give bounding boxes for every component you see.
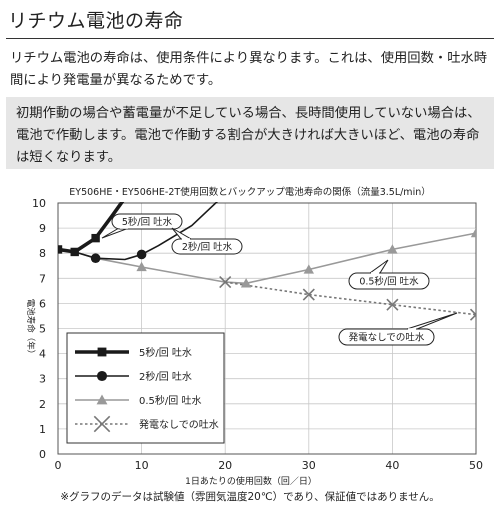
legend-marker-2 (96, 394, 108, 405)
y-tick-label: 0 (39, 448, 46, 461)
chart-title: EY506HE・EY506HE-2T使用回数とバックアップ電池寿命の関係（流量3… (69, 187, 431, 198)
y-tick-label: 3 (39, 373, 46, 386)
series-marker-2 (387, 244, 398, 254)
y-tick-label: 5 (39, 323, 46, 336)
series-marker-1 (136, 249, 147, 260)
legend-marker-3 (93, 415, 111, 433)
callout-bubble (111, 213, 183, 230)
y-tick-label: 1 (39, 423, 46, 436)
title-divider (6, 38, 494, 39)
x-tick-label: 50 (469, 459, 483, 472)
callout-label: 発電なしでの吐水 (349, 332, 425, 344)
description-text: リチウム電池の寿命は、使用条件により異なります。これは、使用回数・吐水時間により… (10, 51, 488, 88)
x-tick-label: 20 (218, 459, 232, 472)
legend-marker-0 (97, 347, 107, 357)
y-tick-label: 8 (39, 247, 46, 260)
y-tick-label: 4 (39, 348, 46, 361)
y-tick-label: 6 (39, 297, 46, 310)
series-marker-3 (386, 298, 399, 311)
callout-0: 5秒/回 吐水 (101, 213, 183, 239)
callout-pointer (368, 259, 389, 274)
series-marker-0 (70, 247, 79, 257)
legend-label-1: 2秒/回 吐水 (139, 370, 192, 383)
y-tick-label: 9 (39, 222, 46, 235)
x-tick-label: 0 (55, 459, 62, 472)
x-tick-label: 30 (302, 459, 316, 472)
series-marker-0 (91, 233, 100, 243)
series-marker-2 (136, 261, 147, 272)
x-axis-label: 1日あたりの使用回数（回／日） (185, 475, 317, 487)
x-tick-label: 40 (385, 459, 399, 472)
series-marker-3 (219, 275, 232, 289)
legend-marker-1 (96, 370, 108, 382)
series-marker-1 (90, 253, 101, 264)
callout-bubble (338, 328, 435, 346)
callout-2: 0.5秒/回 吐水 (348, 259, 430, 290)
series-marker-0 (58, 245, 63, 254)
series-marker-3 (469, 308, 476, 321)
series-marker-2 (240, 278, 252, 288)
note-box: 初期作動の場合や蓄電量が不足している場合、長時間使用していない場合は、電池で作動… (6, 97, 494, 169)
callout-3: 発電なしでの吐水 (338, 312, 458, 346)
legend-label-3: 発電なしでの吐水 (139, 418, 219, 431)
plot-frame (57, 202, 477, 455)
page-title: リチウム電池の寿命 (8, 10, 184, 32)
footnote: ※グラフのデータは試験値（雰囲気温度20℃）であり、保証値ではありません。 (60, 491, 440, 503)
y-tick-label: 10 (32, 197, 46, 210)
callout-bubble (171, 238, 243, 255)
series-marker-2 (303, 264, 314, 274)
callout-1: 2秒/回 吐水 (171, 227, 243, 255)
legend-label-2: 0.5秒/回 吐水 (139, 394, 201, 407)
callout-label: 0.5秒/回 吐水 (359, 276, 419, 288)
legend-label-0: 5秒/回 吐水 (139, 346, 192, 359)
y-tick-label: 2 (39, 398, 46, 411)
callout-bubble (348, 272, 430, 290)
callout-label: 5秒/回 吐水 (122, 216, 173, 228)
callout-pointer (171, 227, 193, 240)
callout-label: 2秒/回 吐水 (182, 241, 233, 253)
note-text: 初期作動の場合や蓄電量が不足している場合、長時間使用していない場合は、電池で作動… (16, 106, 481, 165)
y-tick-label: 7 (39, 272, 46, 285)
series-marker-2 (470, 227, 476, 238)
series-marker-3 (302, 288, 315, 301)
series-line-3 (225, 281, 476, 316)
x-tick-label: 10 (135, 459, 149, 472)
callout-pointer (406, 312, 458, 330)
y-axis-label: 電池寿命（年） (25, 299, 36, 359)
